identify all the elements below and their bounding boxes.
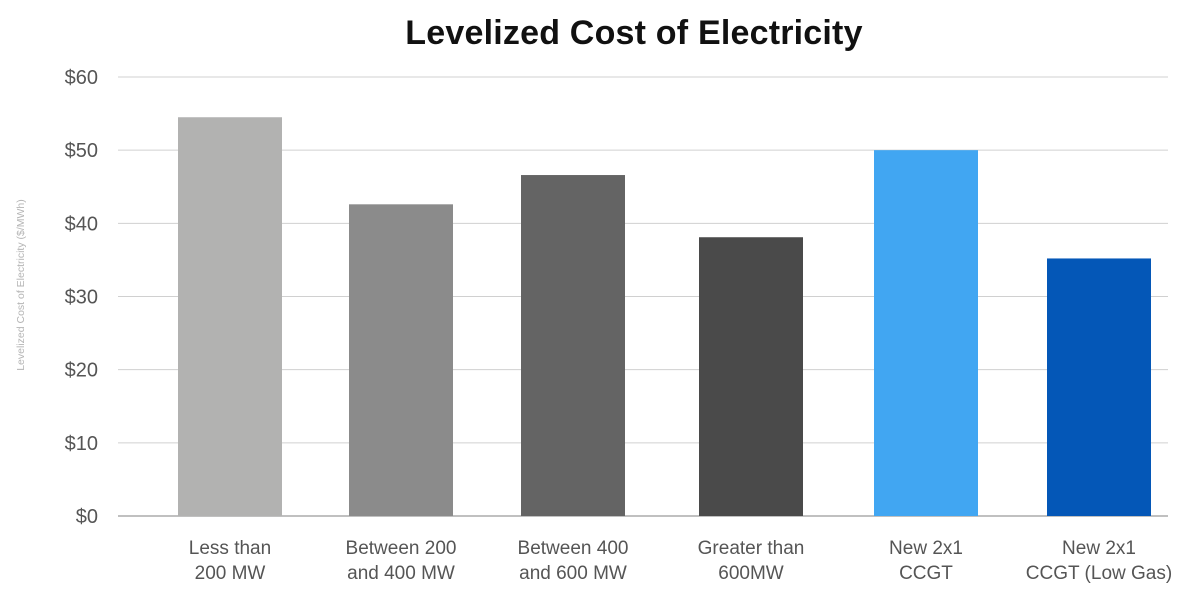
- bars: [178, 117, 1151, 517]
- bar: [1047, 258, 1151, 516]
- bar: [699, 237, 803, 517]
- x-tick-label: New 2x1 CCGT: [889, 538, 963, 584]
- y-tick-label: $10: [65, 433, 98, 455]
- x-tick-label: Between 400 and 600 MW: [518, 538, 629, 584]
- bar: [178, 117, 282, 516]
- gridlines: [118, 76, 1168, 517]
- y-axis-ticks: $0 $10 $20 $30 $40 $50 $60: [65, 67, 98, 528]
- x-tick-label-line: New 2x1: [889, 538, 963, 559]
- x-tick-label: Less than 200 MW: [189, 538, 271, 584]
- x-tick-label-line: Between 200: [346, 538, 457, 559]
- y-tick-label: $30: [65, 287, 98, 309]
- x-tick-label: New 2x1 CCGT (Low Gas): [1026, 538, 1172, 584]
- y-tick-label: $0: [76, 506, 98, 528]
- x-tick-label-line: Greater than: [698, 538, 805, 559]
- x-tick-label-line: and 400 MW: [347, 563, 455, 584]
- x-tick-label-line: 600MW: [718, 563, 784, 584]
- x-tick-label-line: Between 400: [518, 538, 629, 559]
- y-tick-label: $60: [65, 67, 98, 89]
- y-tick-label: $20: [65, 360, 98, 382]
- x-tick-label-line: CCGT (Low Gas): [1026, 563, 1172, 584]
- chart-title: Levelized Cost of Electricity: [405, 14, 863, 52]
- x-tick-label-line: New 2x1: [1062, 538, 1136, 559]
- y-tick-label: $40: [65, 213, 98, 235]
- x-tick-label: Greater than 600MW: [698, 538, 805, 584]
- bar: [521, 175, 625, 516]
- bar: [349, 204, 453, 516]
- x-tick-label-line: and 600 MW: [519, 563, 627, 584]
- y-tick-label: $50: [65, 140, 98, 162]
- x-tick-label-line: CCGT: [899, 563, 953, 584]
- x-tick-label-line: Less than: [189, 538, 271, 559]
- x-tick-label: Between 200 and 400 MW: [346, 538, 457, 584]
- bar: [874, 150, 978, 516]
- x-tick-label-line: 200 MW: [195, 563, 266, 584]
